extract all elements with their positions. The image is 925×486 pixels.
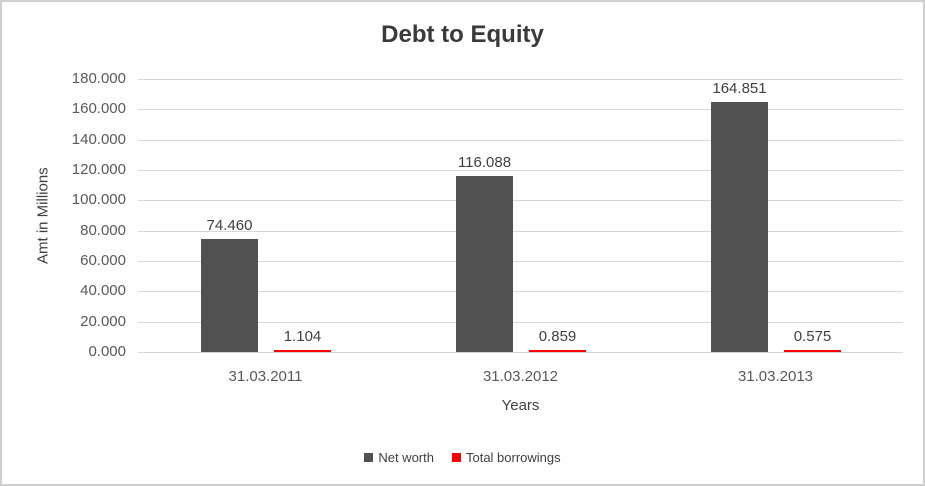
gridline [138, 291, 903, 292]
legend-label: Net worth [378, 450, 434, 465]
data-label: 164.851 [712, 80, 767, 97]
bar[interactable] [711, 102, 768, 352]
legend: Net worth Total borrowings [2, 450, 923, 465]
data-label: 116.088 [457, 154, 512, 171]
y-tick-label: 40.000 [80, 282, 126, 299]
bar[interactable] [529, 350, 586, 352]
gridline [138, 140, 903, 141]
legend-label: Total borrowings [465, 450, 561, 465]
x-axis-title: Years [501, 397, 540, 414]
legend-item[interactable]: Total borrowings [451, 450, 561, 465]
gridline [138, 170, 903, 171]
data-label: 0.575 [793, 328, 832, 345]
y-tick-label: 60.000 [80, 252, 126, 269]
gridline [138, 200, 903, 201]
y-tick-label: 160.000 [71, 100, 126, 117]
gridline [138, 352, 903, 353]
bar[interactable] [201, 239, 258, 352]
y-tick-label: 180.000 [71, 70, 126, 87]
x-tick-label: 31.03.2011 [228, 368, 303, 385]
y-tick-label: 120.000 [71, 161, 126, 178]
chart-title[interactable]: Debt to Equity [381, 21, 544, 48]
data-label: 1.104 [283, 328, 322, 345]
legend-item[interactable]: Net worth [364, 450, 434, 465]
gridline [138, 322, 903, 323]
x-tick-label: 31.03.2012 [482, 368, 559, 385]
gridline [138, 109, 903, 110]
bar[interactable] [456, 176, 513, 352]
y-tick-label: 20.000 [80, 313, 126, 330]
gridline [138, 261, 903, 262]
gridline [138, 79, 903, 80]
x-tick-label: 31.03.2013 [737, 368, 814, 385]
y-tick-label: 80.000 [80, 222, 126, 239]
y-tick-label: 0.000 [88, 343, 126, 360]
plot-area: 74.460 1.104 116.088 0.859 164.851 0.575 [138, 79, 903, 353]
data-label: 74.460 [206, 217, 253, 234]
gridline [138, 231, 903, 232]
y-tick-label: 140.000 [71, 131, 126, 148]
y-tick-label: 100.000 [71, 191, 126, 208]
data-label: 0.859 [538, 328, 577, 345]
legend-swatch-icon [364, 453, 374, 462]
legend-swatch-icon [451, 453, 461, 462]
bar[interactable] [274, 350, 331, 352]
bar[interactable] [784, 350, 841, 352]
